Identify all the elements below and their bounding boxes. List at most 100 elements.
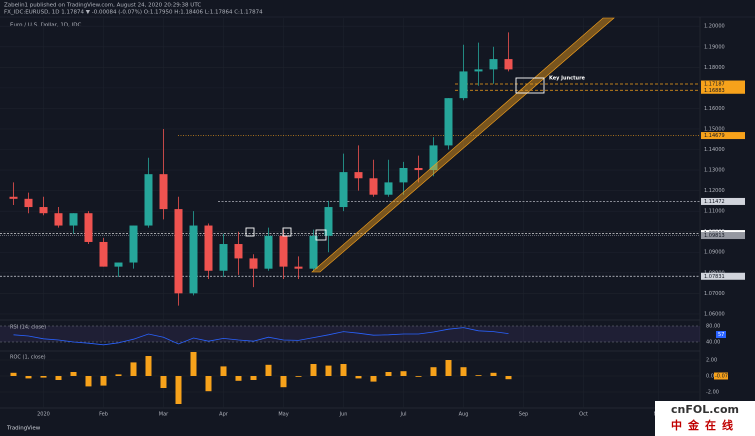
candle-body: [459, 71, 468, 99]
roc-bar: [10, 372, 17, 376]
candle-body: [84, 213, 93, 242]
candle-body: [249, 258, 258, 269]
roc-bar: [370, 376, 377, 382]
y-tick-label: 1.07000: [704, 291, 725, 297]
roc-bar: [160, 376, 167, 388]
candle-body: [234, 244, 243, 259]
candle-body: [219, 244, 228, 271]
roc-bar: [205, 376, 212, 392]
price-label: 1.14679: [704, 133, 725, 139]
candle-body: [504, 59, 513, 70]
rsi-tick-label: 40.00: [706, 340, 720, 346]
candle-body: [279, 235, 288, 267]
roc-bar: [145, 356, 152, 376]
candle-body: [189, 225, 198, 294]
y-tick-label: 1.16000: [704, 106, 725, 112]
roc-bar: [130, 362, 137, 376]
price-label: 1.11472: [704, 199, 725, 205]
x-tick-label: May: [278, 412, 288, 418]
rsi-tick-label: 80.00: [706, 324, 720, 330]
candle-body: [99, 241, 108, 267]
y-tick-label: 1.12000: [704, 188, 725, 194]
watermark: cnFOL.com: [671, 403, 739, 416]
roc-bar: [220, 366, 227, 376]
roc-value-box: [714, 372, 728, 380]
candle-body: [294, 266, 303, 269]
watermark-sub: 中金在线: [671, 418, 739, 432]
markers: [245, 77, 545, 241]
price-label-box: [701, 86, 745, 94]
price-label: 1.17187: [704, 82, 725, 88]
roc-bar: [310, 364, 317, 376]
x-tick-label: Feb: [99, 412, 108, 418]
candle-body: [144, 174, 153, 226]
roc-bar: [385, 372, 392, 376]
roc-bar: [490, 372, 497, 376]
roc-bar: [505, 376, 512, 380]
candle-body: [54, 213, 63, 226]
x-tick-label: Mar: [159, 412, 169, 418]
rsi-title: RSI (14, close): [10, 325, 46, 331]
roc-bar: [295, 376, 302, 377]
roc-bar: [175, 376, 182, 404]
roc-bar: [85, 376, 92, 387]
symbol-line: FX_IDC:EURUSD, 1D 1.17874 ▼ -0.00084 (-0…: [4, 10, 263, 16]
price-label-box: [701, 232, 745, 240]
candle-body: [354, 172, 363, 179]
roc-bar: [25, 376, 32, 379]
candle-body: [474, 69, 483, 72]
price-label-box: [701, 197, 745, 205]
marker-box: [315, 229, 327, 241]
candle-body: [489, 59, 498, 70]
candle-body: [174, 209, 183, 294]
candle-body: [399, 168, 408, 183]
roc-bar: [70, 372, 77, 376]
x-tick-label: Aug: [459, 412, 469, 418]
y-tick-label: 1.18000: [704, 65, 725, 71]
candle-body: [69, 213, 78, 226]
x-tick-label: Jun: [339, 412, 348, 418]
roc-bar: [340, 364, 347, 376]
candle-body: [324, 207, 333, 236]
marker-box: [515, 77, 545, 94]
y-tick-label: 1.11000: [704, 209, 725, 215]
roc-value: -0.07: [715, 374, 728, 380]
roc-bar: [250, 376, 257, 380]
roc-bar: [55, 376, 62, 380]
y-tick-label: 1.13000: [704, 168, 725, 174]
roc-bar: [280, 376, 287, 388]
roc-bar: [325, 365, 332, 376]
roc-bar: [475, 375, 482, 376]
y-tick-label: 1.06000: [704, 311, 725, 317]
x-tick-label: Sep: [519, 412, 528, 418]
candle-body: [9, 196, 18, 199]
rsi-value-box: [716, 331, 726, 338]
candle-body: [444, 98, 453, 146]
candle-body: [339, 172, 348, 208]
x-tick-label: Oct: [579, 412, 588, 418]
roc-bar: [400, 371, 407, 376]
y-tick-label: 1.19000: [704, 44, 725, 50]
roc-tick-label: -2.00: [706, 390, 719, 396]
price-label-box: [701, 132, 745, 140]
price-label-box: [701, 80, 745, 88]
roc-tick-label: 2.00: [706, 358, 717, 364]
header: Zabelin1 published on TradingView.com, A…: [4, 3, 201, 9]
candle-body: [429, 145, 438, 171]
chart-title: Euro / U.S. Dollar, 1D, IDC: [10, 23, 81, 29]
y-tick-label: 1.09000: [704, 250, 725, 256]
trend-channel: [311, 17, 615, 273]
roc-tick-label: 0.00: [706, 374, 717, 380]
rsi-value: 57: [718, 332, 724, 338]
candle-body: [204, 225, 213, 271]
roc-bar: [40, 376, 47, 378]
candle-body: [264, 235, 273, 269]
y-tick-label: 1.15000: [704, 126, 725, 132]
candle-body: [414, 168, 423, 171]
roc-bar: [355, 376, 362, 379]
roc-bar: [415, 376, 422, 377]
roc-bar: [115, 374, 122, 376]
rsi-line: [13, 327, 509, 346]
roc-bar: [430, 367, 437, 376]
